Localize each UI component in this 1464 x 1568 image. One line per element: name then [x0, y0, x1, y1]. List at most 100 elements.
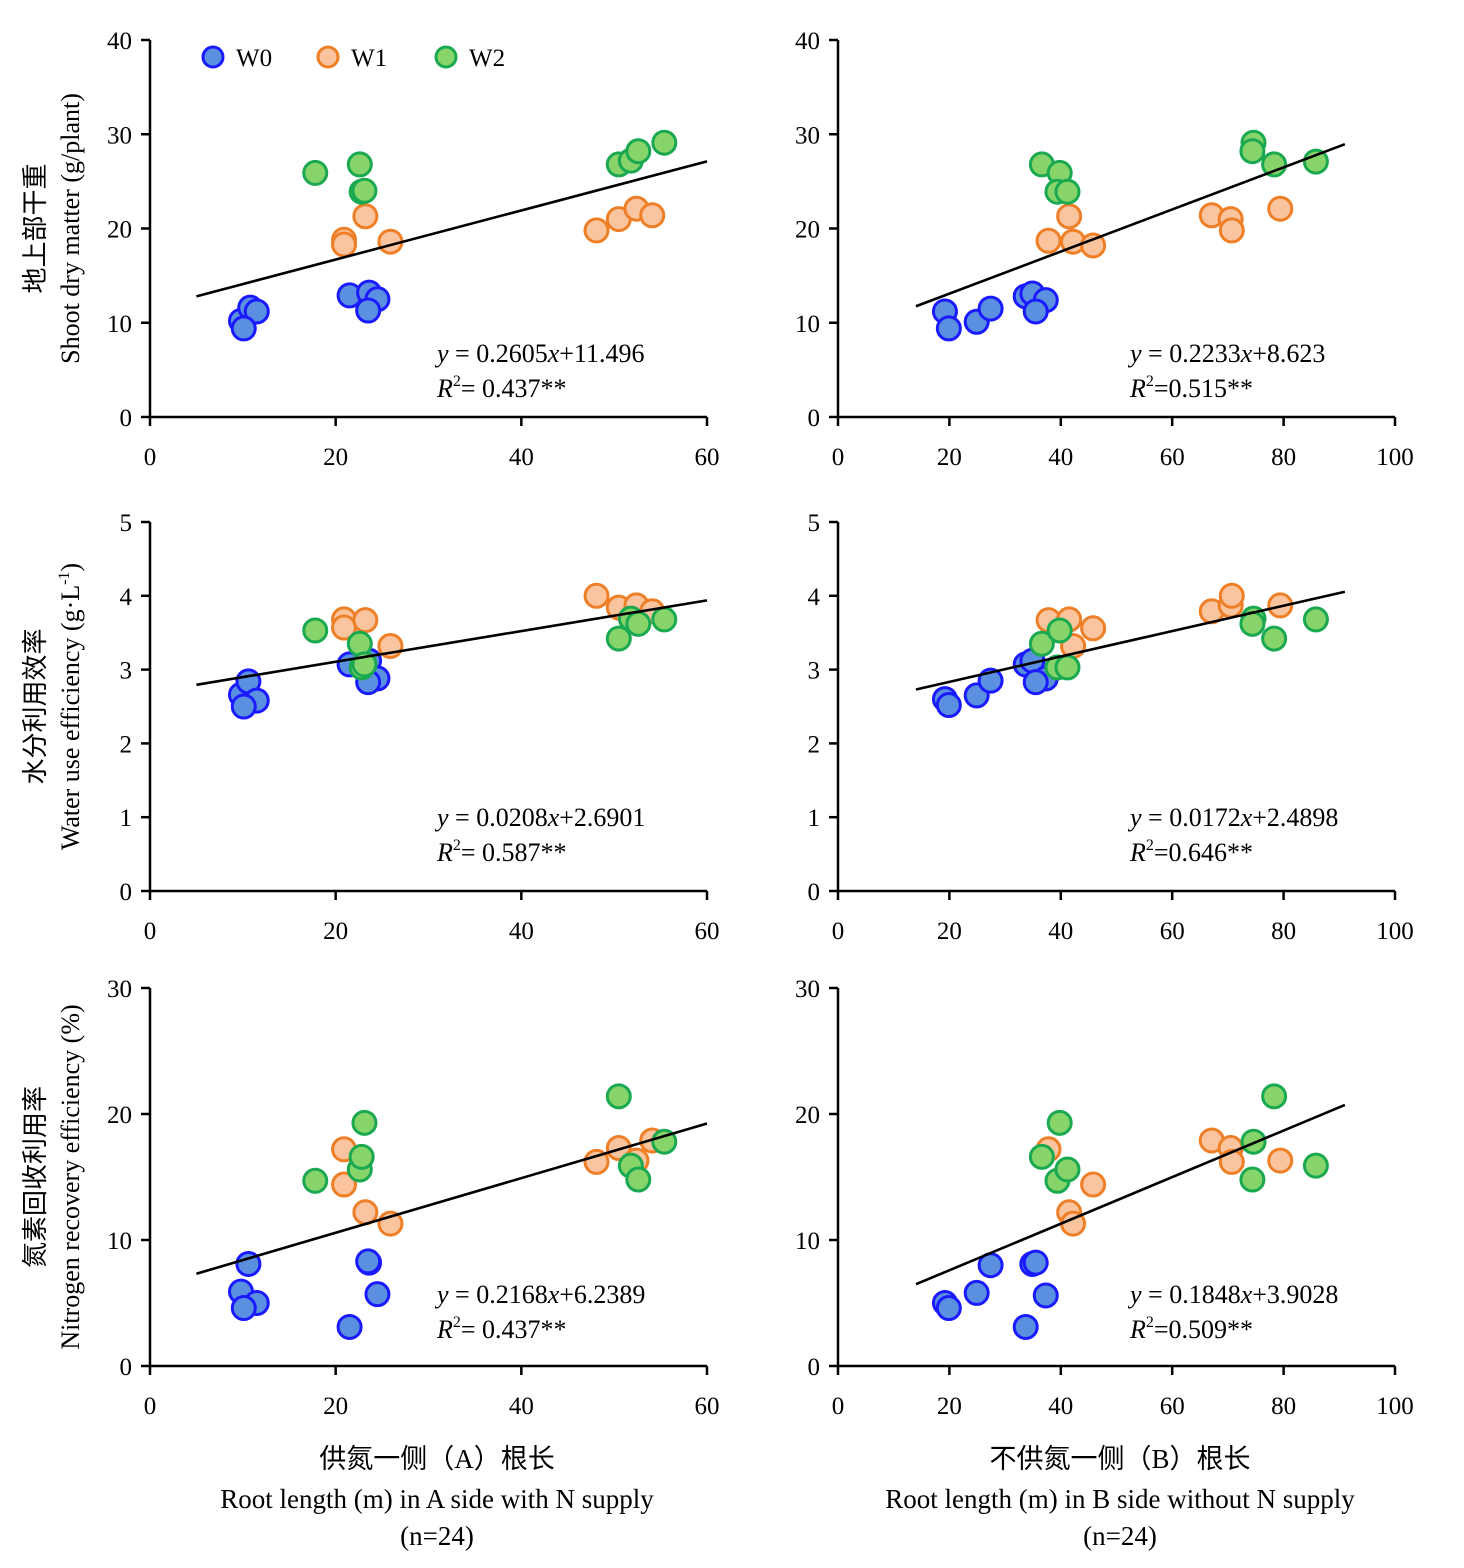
x-tick-label: 20: [323, 918, 348, 945]
x-tick-label: 40: [1048, 1393, 1073, 1420]
point-w2: [1302, 606, 1329, 633]
x-tick-label: 100: [1376, 444, 1414, 471]
x-title-left-cn: 供氮一侧（A）根长: [319, 1444, 555, 1474]
point-w1: [1267, 1147, 1294, 1174]
x-tick-label: 0: [832, 1393, 845, 1420]
y-tick-label: 20: [107, 1102, 132, 1129]
point-w1: [1218, 582, 1245, 609]
legend-label-w0: W0: [236, 45, 272, 72]
regression-line: [196, 1122, 708, 1275]
regression-equation: y = 0.0208x+2.6901: [434, 803, 645, 832]
point-w2: [351, 1109, 378, 1136]
point-w2: [346, 151, 373, 178]
point-w2: [605, 625, 632, 652]
x-tick-label: 0: [144, 918, 157, 945]
y-tick-label: 2: [120, 731, 133, 758]
y-tick-label: 30: [795, 122, 820, 149]
point-w1: [1035, 227, 1062, 254]
point-w0: [1022, 669, 1049, 696]
point-w1: [639, 202, 666, 229]
y-tick-label: 20: [795, 1102, 820, 1129]
x-tick-label: 20: [937, 1393, 962, 1420]
point-w2: [302, 159, 329, 186]
y-tick-label: 30: [795, 976, 820, 1003]
y-tick-label: 10: [795, 1228, 820, 1255]
y-axis-title-cn: 氮素回收利用率: [21, 1086, 50, 1268]
regression-equation: y = 0.2168x+6.2389: [434, 1280, 645, 1309]
point-w2: [1239, 1166, 1266, 1193]
point-w2: [1054, 178, 1081, 205]
point-w0: [1022, 298, 1049, 325]
y-tick-label: 30: [107, 976, 132, 1003]
x-tick-label: 40: [1048, 444, 1073, 471]
point-w1: [1080, 1171, 1107, 1198]
point-w1: [583, 217, 610, 244]
point-w2: [625, 1166, 652, 1193]
y-tick-label: 30: [107, 122, 132, 149]
point-w2: [1302, 1152, 1329, 1179]
x-tick-label: 40: [509, 1393, 534, 1420]
point-w1: [1218, 1148, 1245, 1175]
y-axis-title-en: Shoot dry matter (g/plant): [56, 93, 85, 364]
point-w0: [977, 295, 1004, 322]
regression-equation: y = 0.1848x+3.9028: [1127, 1280, 1338, 1309]
r-squared-label: R2= 0.437**: [436, 1314, 567, 1344]
point-w0: [1022, 1249, 1049, 1276]
y-tick-label: 4: [808, 584, 821, 611]
point-w2: [651, 606, 678, 633]
point-w1: [583, 1148, 610, 1175]
y-tick-label: 0: [120, 405, 133, 432]
panel-3-1: 0 10 20 30 0 20 40 60 y = 0.2168x+6.2389 R2= 0.43…: [21, 976, 720, 1420]
point-w0: [935, 692, 962, 719]
point-w0: [355, 297, 382, 324]
point-w1: [583, 582, 610, 609]
point-w1: [352, 203, 379, 230]
point-w2: [651, 1128, 678, 1155]
point-w2: [1261, 151, 1288, 178]
point-w0: [935, 315, 962, 342]
legend: W0 W1 W2: [201, 45, 505, 72]
point-w2: [651, 129, 678, 156]
x-title-right-cn: 不供氮一侧（B）根长: [989, 1444, 1250, 1474]
panel-2-2: 0 1 2 3 4 5 0 20 40 60 80 100 y = 0.0172x+2.4898 R2=0…: [808, 510, 1414, 945]
point-w2: [1028, 630, 1055, 657]
point-w1: [605, 1135, 632, 1162]
r-squared-label: R2= 0.437**: [436, 373, 567, 403]
y-tick-label: 3: [120, 658, 133, 685]
point-w2: [1302, 148, 1329, 175]
point-w2: [1054, 1156, 1081, 1183]
x-tick-label: 60: [1160, 444, 1185, 471]
x-tick-label: 60: [1160, 1393, 1185, 1420]
y-tick-label: 0: [808, 879, 821, 906]
regression-line: [915, 590, 1346, 691]
x-tick-label: 60: [1160, 918, 1185, 945]
point-w0: [963, 1279, 990, 1306]
point-w1: [352, 607, 379, 634]
point-w0: [935, 1295, 962, 1322]
regression-equation: y = 0.0172x+2.4898: [1127, 803, 1338, 832]
x-tick-label: 40: [509, 918, 534, 945]
y-tick-label: 10: [795, 311, 820, 338]
x-axis-titles: 供氮一侧（A）根长 Root length (m) in A side with…: [220, 1444, 1355, 1551]
legend-label-w1: W1: [351, 45, 387, 72]
panel-2-1: 0 1 2 3 4 5 0 20 40 60 y = 0.0208x+2.6901 R2= 0.587…: [21, 510, 720, 945]
r-squared-label: R2=0.646**: [1129, 837, 1253, 867]
x-tick-label: 0: [832, 918, 845, 945]
point-w2: [625, 610, 652, 637]
x-tick-label: 80: [1271, 444, 1296, 471]
y-tick-label: 2: [808, 731, 821, 758]
y-axis-title-cn: 地上部干重: [21, 163, 50, 293]
panel-3-2: 0 10 20 30 0 20 40 60 80 100 y = 0.1848x+3.9028 R2=…: [795, 976, 1414, 1420]
point-w0: [230, 693, 257, 720]
point-w1: [331, 1171, 358, 1198]
x-tick-label: 40: [509, 444, 534, 471]
x-tick-label: 20: [323, 1393, 348, 1420]
regression-line: [915, 142, 1346, 308]
x-title-right-n: (n=24): [1083, 1521, 1157, 1551]
x-tick-label: 80: [1271, 1393, 1296, 1420]
y-tick-label: 5: [808, 510, 821, 537]
legend-marker-w2: [434, 45, 458, 69]
point-w0: [243, 298, 270, 325]
